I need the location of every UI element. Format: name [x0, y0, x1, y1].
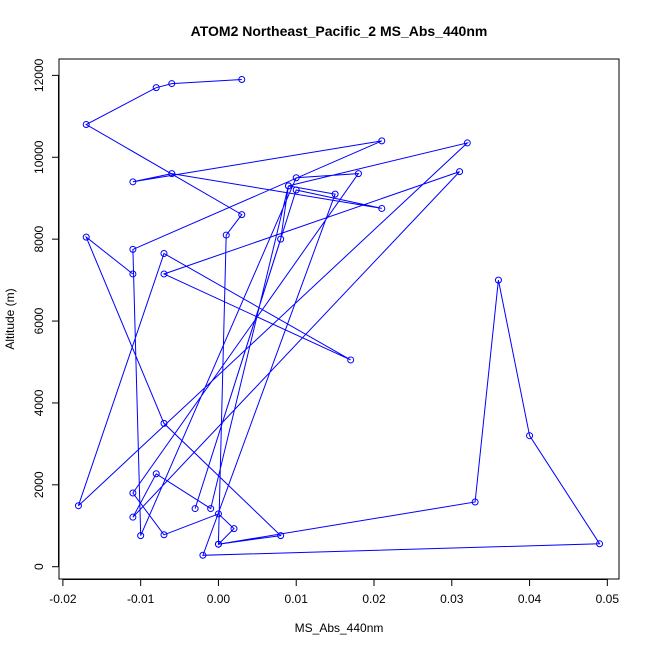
data-point	[494, 276, 502, 284]
data-point	[199, 551, 207, 559]
x-tick-label: 0.03	[440, 592, 464, 606]
y-tick-label: 4000	[32, 389, 46, 416]
y-tick-label: 12000	[32, 58, 46, 92]
y-tick-label: 10000	[32, 140, 46, 174]
data-point	[214, 540, 222, 548]
data-point	[354, 170, 362, 178]
data-point	[284, 182, 292, 190]
y-tick-label: 0	[32, 563, 46, 570]
y-tick-label: 8000	[32, 225, 46, 252]
chart-title: ATOM2 Northeast_Pacific_2 MS_Abs_440nm	[191, 23, 488, 39]
data-point	[82, 121, 90, 129]
data-point	[238, 211, 246, 219]
data-point	[207, 505, 215, 513]
data-point	[463, 139, 471, 147]
data-point	[277, 235, 285, 243]
data-point	[222, 231, 230, 239]
data-point	[82, 233, 90, 241]
data-point	[160, 270, 168, 278]
data-point	[160, 249, 168, 257]
data-point	[129, 270, 137, 278]
data-point	[191, 505, 199, 513]
data-point	[137, 532, 145, 540]
data-point	[347, 356, 355, 364]
data-point	[292, 174, 300, 182]
y-axis-label: Altitude (m)	[3, 288, 17, 349]
data-point	[214, 510, 222, 518]
data-point	[129, 178, 137, 186]
x-tick-label: -0.01	[127, 592, 155, 606]
y-tick-label: 2000	[32, 471, 46, 498]
data-point	[378, 204, 386, 212]
data-point	[129, 245, 137, 253]
x-tick-label: 0.00	[207, 592, 231, 606]
x-axis: -0.02 -0.01 0.00 0.01 0.02 0.03 0.04 0.05	[49, 579, 619, 606]
x-tick-label: 0.05	[596, 592, 620, 606]
x-tick-label: 0.01	[285, 592, 309, 606]
data-point	[160, 531, 168, 539]
data-point	[277, 532, 285, 540]
data-point	[292, 186, 300, 194]
plot-area	[58, 58, 620, 580]
data-point	[160, 419, 168, 427]
data-point	[152, 84, 160, 92]
y-axis: 0 2000 4000 6000 8000 10000 12000	[32, 58, 59, 570]
data-point	[378, 137, 386, 145]
data-point	[238, 75, 246, 83]
data-point	[456, 168, 464, 176]
x-tick-label: 0.02	[362, 592, 386, 606]
data-point	[129, 489, 137, 497]
x-axis-label: MS_Abs_440nm	[295, 621, 384, 635]
y-tick-label: 6000	[32, 307, 46, 334]
x-tick-label: 0.04	[518, 592, 542, 606]
data-point	[230, 525, 238, 533]
series-layer	[74, 75, 604, 559]
data-point	[168, 80, 176, 88]
series-line	[77, 79, 601, 556]
data-point	[74, 502, 82, 510]
data-point	[331, 190, 339, 198]
data-point	[526, 432, 534, 440]
data-point	[471, 498, 479, 506]
data-point	[152, 470, 160, 478]
data-point	[168, 170, 176, 178]
data-point	[596, 540, 604, 548]
data-point	[129, 513, 137, 521]
x-tick-label: -0.02	[49, 592, 77, 606]
